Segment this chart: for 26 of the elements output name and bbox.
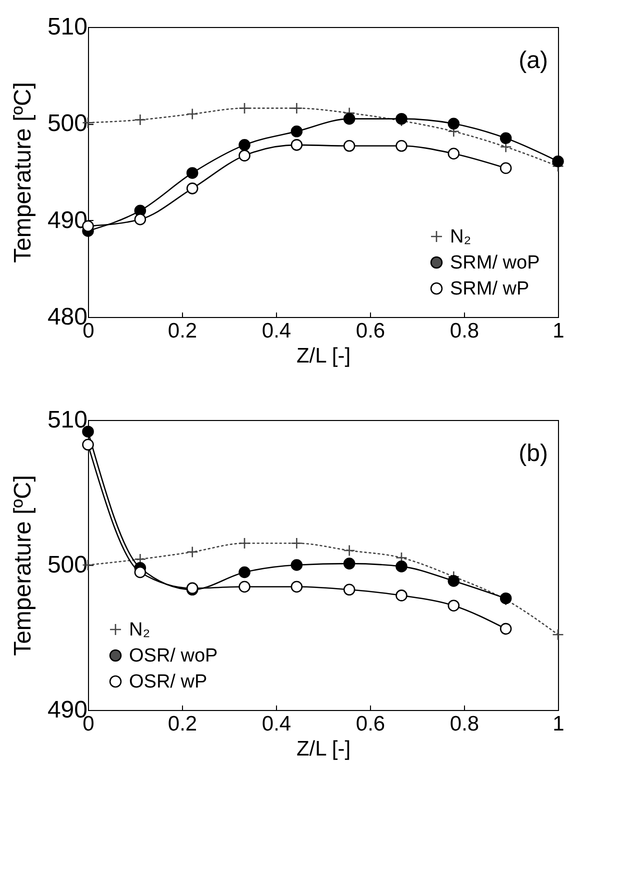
y-tick-label: 510 bbox=[47, 406, 88, 434]
x-tick-label: 1 bbox=[552, 320, 564, 342]
x-tick-label: 1 bbox=[552, 712, 564, 736]
y-tick-label: 500 bbox=[47, 110, 88, 138]
legend-label: OSR/ woP bbox=[129, 646, 218, 666]
x-tick-label: 0.8 bbox=[450, 320, 480, 342]
legend-label: SRM/ woP bbox=[450, 252, 540, 274]
legend-label: N₂ bbox=[450, 226, 472, 248]
x-tick-label: 0.4 bbox=[262, 320, 292, 342]
y-tick-label: 500 bbox=[47, 552, 88, 578]
legend-label: N₂ bbox=[129, 620, 150, 640]
y-tick-label: 510 bbox=[47, 14, 88, 40]
x-axis-title: Z/L [-] bbox=[296, 738, 351, 760]
annotation: (b) bbox=[518, 440, 548, 467]
x-tick-label: 0.8 bbox=[450, 712, 480, 736]
x-tick-label: 0.6 bbox=[356, 712, 386, 736]
x-tick-label: 0.2 bbox=[168, 712, 198, 736]
legend-label: OSR/ wP bbox=[129, 672, 208, 692]
annotation: (a) bbox=[518, 47, 548, 74]
x-tick-label: 0.4 bbox=[262, 712, 292, 736]
y-axis-title: Temperature [ºC] bbox=[9, 475, 36, 656]
legend-label: SRM/ wP bbox=[450, 278, 530, 300]
y-axis-title: Temperature [ºC] bbox=[9, 82, 36, 263]
x-tick-label: 0.2 bbox=[168, 320, 198, 342]
x-axis-title: Z/L [-] bbox=[296, 344, 351, 368]
x-tick-label: 0.6 bbox=[356, 320, 386, 342]
